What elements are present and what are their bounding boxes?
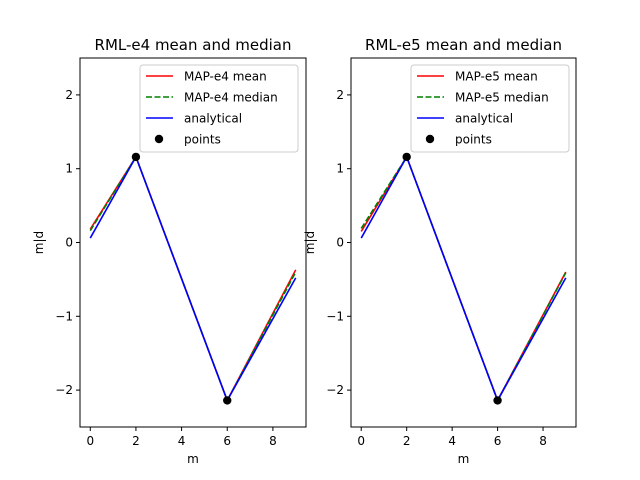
y-tick-label: −1 <box>55 309 73 323</box>
x-tick-label: 0 <box>357 434 365 448</box>
legend-label: MAP-e5 mean <box>455 70 538 84</box>
legend-item-map-e4-mean: MAP-e4 mean <box>146 70 267 84</box>
legend-label: MAP-e5 median <box>455 91 549 105</box>
x-tick-label: 6 <box>223 434 231 448</box>
data-point <box>402 152 411 162</box>
y-tick-label: −2 <box>326 383 344 397</box>
series-line-analytical <box>360 156 567 402</box>
y-tick-label: 1 <box>65 162 73 176</box>
y-axis-label: m|d <box>303 231 317 254</box>
legend-label: points <box>455 133 492 147</box>
x-tick-label: 2 <box>132 434 140 448</box>
x-axis-label: m <box>458 452 470 466</box>
series-line-analytical <box>89 156 297 402</box>
legend-label: MAP-e4 median <box>184 91 278 105</box>
legend-box <box>410 64 570 153</box>
legend-marker <box>154 134 164 144</box>
x-tick-label: 8 <box>539 434 547 448</box>
y-axis-label: m|d <box>32 231 46 254</box>
legend-item-analytical: analytical <box>146 112 242 126</box>
legend-label: MAP-e4 mean <box>184 70 267 84</box>
legend-marker <box>425 134 435 144</box>
y-tick-label: 0 <box>336 236 344 250</box>
y-tick-label: 2 <box>65 88 73 102</box>
legend-item-map-e5-median: MAP-e5 median <box>417 91 549 105</box>
chart-title: RML-e5 mean and median <box>365 36 562 54</box>
x-tick-label: 2 <box>403 434 411 448</box>
series-group <box>360 156 567 402</box>
x-tick-label: 6 <box>494 434 502 448</box>
x-tick-label: 4 <box>448 434 456 448</box>
x-tick-label: 8 <box>269 434 277 448</box>
y-tick-label: −1 <box>326 309 344 323</box>
chart-panel-rml-e4: RML-e4 mean and median 0 2 4 6 8 −2 −1 0 1 2 m m|d MA… <box>32 36 307 466</box>
y-tick-label: 2 <box>336 88 344 102</box>
legend-item-map-e4-median: MAP-e4 median <box>146 91 278 105</box>
legend: MAP-e4 mean MAP-e4 median analytical points <box>139 64 299 153</box>
x-tick-label: 4 <box>178 434 186 448</box>
x-axis-label: m <box>187 452 199 466</box>
data-point <box>223 396 232 405</box>
legend-item-points: points <box>154 133 221 147</box>
legend: MAP-e5 mean MAP-e5 median analytical points <box>410 64 570 153</box>
legend-item-analytical: analytical <box>417 112 513 126</box>
legend-label: analytical <box>455 112 513 126</box>
legend-label: points <box>184 133 221 147</box>
legend-label: analytical <box>184 112 242 126</box>
legend-item-points: points <box>425 133 492 147</box>
chart-panel-rml-e5: RML-e5 mean and median 0 2 4 6 8 −2 −1 0 1 2 m m|d MA… <box>303 36 577 466</box>
legend-box <box>139 64 299 153</box>
chart-title: RML-e4 mean and median <box>95 36 292 54</box>
y-tick-label: 1 <box>336 162 344 176</box>
data-point <box>493 396 502 405</box>
x-tick-label: 0 <box>86 434 94 448</box>
data-point <box>131 152 141 162</box>
series-group <box>89 156 297 402</box>
legend-item-map-e5-mean: MAP-e5 mean <box>417 70 538 84</box>
y-tick-label: −2 <box>55 383 73 397</box>
y-tick-label: 0 <box>65 236 73 250</box>
